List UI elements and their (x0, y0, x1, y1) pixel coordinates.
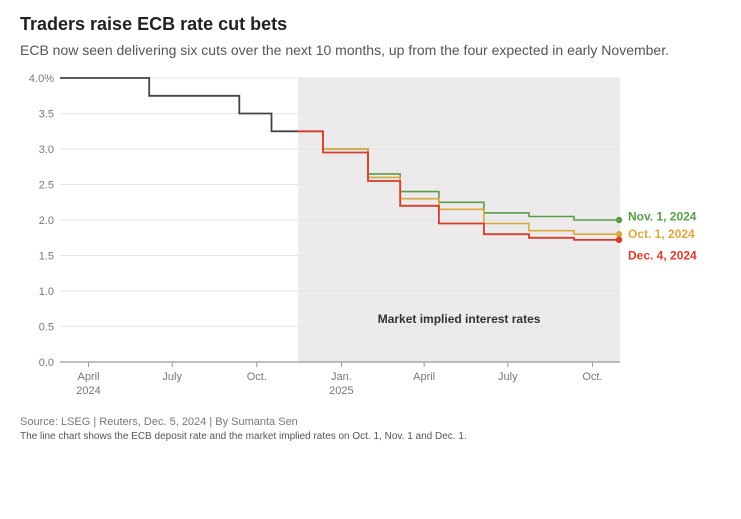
y-tick-label: 0.0 (39, 357, 54, 369)
y-tick-label: 3.5 (39, 108, 54, 120)
x-tick-year: 2025 (329, 385, 353, 397)
series-label: Dec. 4, 2024 (628, 248, 697, 262)
chart-alt-text: The line chart shows the ECB deposit rat… (20, 431, 721, 442)
x-tick-label: July (498, 371, 518, 383)
y-tick-label: 2.5 (39, 179, 54, 191)
x-tick-label: April (413, 371, 435, 383)
series-label: Oct. 1, 2024 (628, 227, 695, 241)
chart-subtitle: ECB now seen delivering six cuts over th… (20, 41, 721, 60)
y-tick-label: 3.0 (39, 144, 54, 156)
series-label: Nov. 1, 2024 (628, 209, 697, 223)
y-tick-label: 4.0% (29, 73, 54, 85)
x-tick-label: April (77, 371, 99, 383)
series-end-marker (616, 217, 622, 223)
x-tick-label: Oct. (247, 371, 267, 383)
deposit-rate-line (60, 78, 298, 131)
series-end-marker (616, 231, 622, 237)
y-tick-label: 0.5 (39, 321, 54, 333)
x-tick-label: Oct. (582, 371, 602, 383)
chart-svg: 0.0 0.5 1.0 1.5 2.0 2.5 3.0 3.5 4.0% April 2024 Jul… (20, 70, 720, 410)
chart-area: 0.0 0.5 1.0 1.5 2.0 2.5 3.0 3.5 4.0% April 2024 Jul… (20, 70, 720, 410)
chart-title: Traders raise ECB rate cut bets (20, 14, 721, 35)
x-tick-label: July (162, 371, 182, 383)
x-tick-label: Jan. (331, 371, 352, 383)
series-end-marker (616, 237, 622, 243)
y-tick-label: 1.5 (39, 250, 54, 262)
y-tick-label: 1.0 (39, 286, 54, 298)
chart-source: Source: LSEG | Reuters, Dec. 5, 2024 | B… (20, 416, 721, 428)
x-tick-year: 2024 (76, 385, 100, 397)
implied-region-label: Market implied interest rates (378, 312, 541, 326)
y-tick-label: 2.0 (39, 215, 54, 227)
